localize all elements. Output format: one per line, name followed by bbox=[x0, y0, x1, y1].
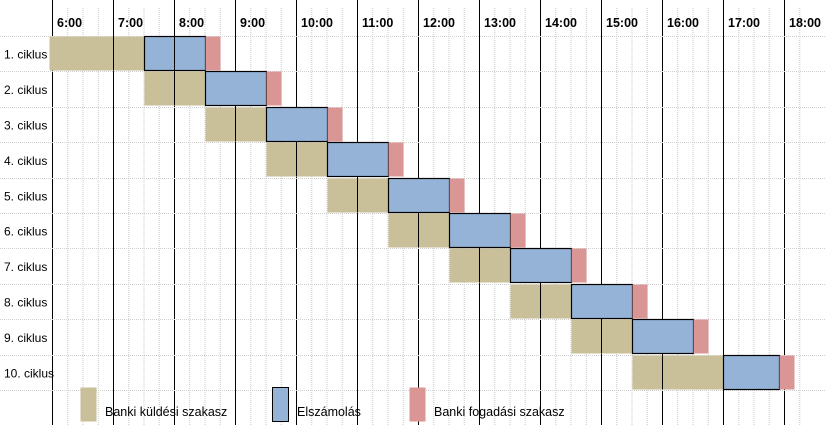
x-axis-tick-labels: 6:00 7:00 8:00 9:00 10:00 11:00 12:00 13:00 14:0… bbox=[57, 16, 821, 30]
legend-swatch bbox=[272, 387, 289, 422]
x-tick-label: 7:00 bbox=[118, 16, 143, 30]
x-tick-label: 15:00 bbox=[606, 16, 638, 30]
gantt-bar-settlement bbox=[204, 70, 268, 107]
x-tick-label: 16:00 bbox=[667, 16, 699, 30]
row-label: 4. ciklus bbox=[4, 154, 47, 168]
x-tick-label: 13:00 bbox=[484, 16, 516, 30]
hour-gridlines bbox=[52, 0, 785, 425]
gantt-bar-settlement bbox=[387, 177, 451, 214]
gantt-bar-settlement bbox=[631, 318, 695, 355]
gantt-bar-receive bbox=[205, 36, 221, 71]
x-tick-label: 6:00 bbox=[57, 16, 82, 30]
legend: Banki küldési szakasz Elszámolás Banki fog… bbox=[80, 387, 565, 422]
gantt-bar-receive bbox=[449, 178, 465, 213]
legend-swatch bbox=[409, 387, 426, 422]
x-tick-label: 18:00 bbox=[789, 16, 821, 30]
row-label: 7. ciklus bbox=[4, 260, 47, 274]
gantt-bar-settlement bbox=[265, 106, 329, 143]
row-label: 10. ciklus bbox=[4, 366, 54, 380]
gantt-bar-receive bbox=[693, 319, 709, 354]
gantt-bar-settlement bbox=[722, 354, 781, 391]
legend-label: Elszámolás bbox=[297, 405, 361, 419]
gantt-bar-receive bbox=[266, 71, 282, 106]
legend-label: Banki fogadási szakasz bbox=[434, 405, 565, 419]
gantt-bar-receive bbox=[327, 107, 343, 142]
gantt-bar-send bbox=[632, 355, 724, 390]
gantt-bar-settlement bbox=[448, 212, 512, 249]
row-label: 3. ciklus bbox=[4, 119, 47, 133]
x-tick-label: 11:00 bbox=[362, 16, 393, 30]
x-tick-label: 8:00 bbox=[179, 16, 204, 30]
gantt-bar-receive bbox=[779, 355, 795, 390]
row-label: 2. ciklus bbox=[4, 83, 47, 97]
gantt-bar-settlement bbox=[509, 247, 573, 284]
x-tick-label: 17:00 bbox=[728, 16, 760, 30]
legend-label: Banki küldési szakasz bbox=[105, 405, 227, 419]
legend-swatch bbox=[80, 387, 97, 422]
row-labels: 1. ciklus 2. ciklus 3. ciklus 4. ciklus 5. c… bbox=[4, 48, 54, 381]
gantt-bar-settlement bbox=[326, 141, 390, 178]
row-label: 5. ciklus bbox=[4, 189, 47, 203]
gantt-bar-send bbox=[49, 36, 145, 71]
x-tick-label: 9:00 bbox=[240, 16, 265, 30]
gantt-bar-settlement bbox=[570, 283, 634, 320]
row-label: 1. ciklus bbox=[4, 48, 47, 62]
row-label: 8. ciklus bbox=[4, 296, 47, 310]
gantt-bar-receive bbox=[510, 213, 526, 248]
x-tick-label: 14:00 bbox=[545, 16, 577, 30]
gantt-bar-receive bbox=[632, 284, 648, 319]
row-label: 6. ciklus bbox=[4, 225, 47, 239]
x-tick-label: 10:00 bbox=[301, 16, 333, 30]
minor-gridlines bbox=[67, 8, 801, 425]
bars bbox=[49, 35, 795, 391]
gantt-bar-receive bbox=[571, 248, 587, 283]
x-tick-label: 12:00 bbox=[423, 16, 455, 30]
gantt-bar-receive bbox=[388, 142, 404, 177]
row-label: 9. ciklus bbox=[4, 331, 47, 345]
